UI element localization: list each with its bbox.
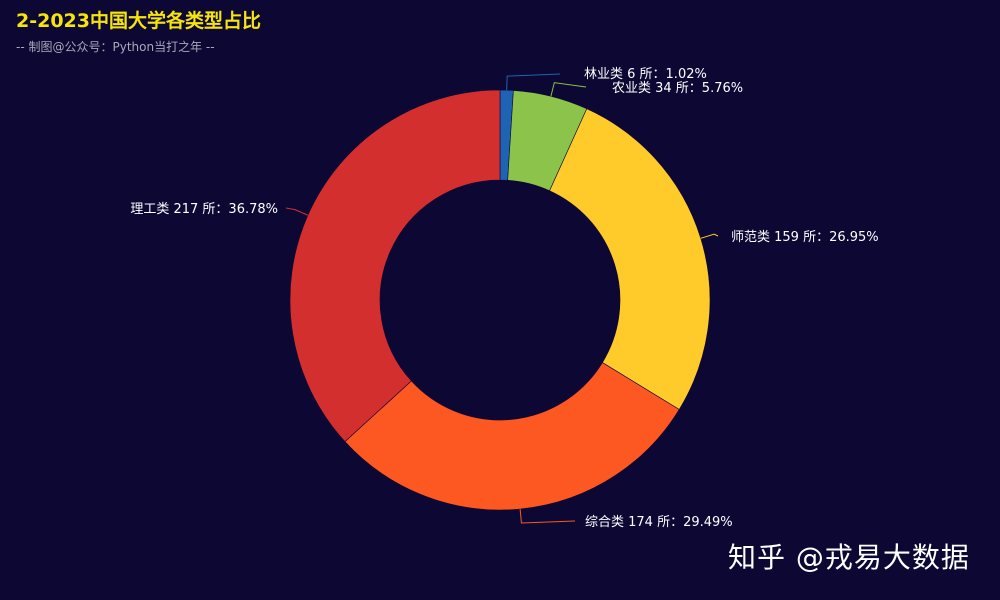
slice-label-3: 综合类 174 所：29.49% xyxy=(585,515,733,530)
leader-line-0 xyxy=(506,73,561,91)
leader-line-3 xyxy=(519,508,576,524)
slice-label-1: 农业类 34 所：5.76% xyxy=(612,81,743,96)
leader-line-2 xyxy=(700,233,719,239)
slice-label-4: 理工类 217 所：36.78% xyxy=(130,202,278,217)
donut-slice-3[interactable] xyxy=(344,362,680,511)
leader-line-1 xyxy=(550,82,587,97)
leader-line-4 xyxy=(285,207,309,216)
slice-label-2: 师范类 159 所：26.95% xyxy=(731,230,879,245)
chart-subtitle: -- 制图@公众号：Python当打之年 -- xyxy=(16,40,215,54)
slice-label-0: 林业类 6 所：1.02% xyxy=(584,67,707,82)
watermark-text: 知乎 @戎易大数据 xyxy=(728,541,970,574)
chart-title: 2-2023中国大学各类型占比 xyxy=(16,10,261,32)
donut-slice-4[interactable] xyxy=(289,89,501,443)
donut-slice-2[interactable] xyxy=(549,108,711,410)
